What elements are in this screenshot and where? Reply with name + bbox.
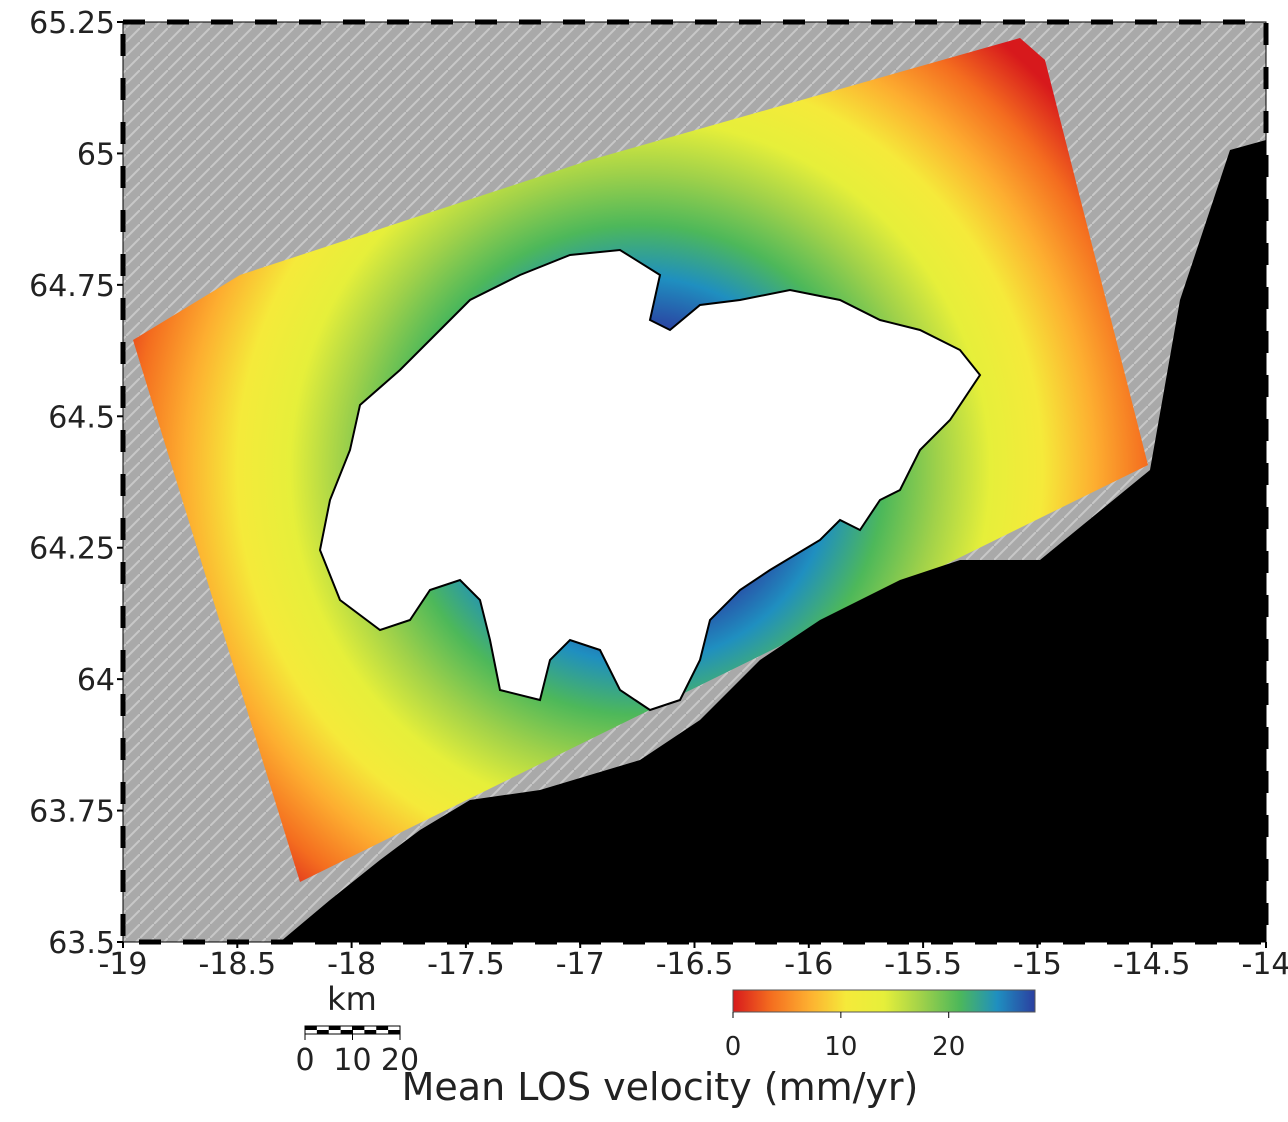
- y-tick-label: 63.75: [29, 795, 115, 830]
- x-tick-label: -16: [784, 947, 833, 982]
- scalebar-tick-label: 0: [295, 1043, 314, 1078]
- scalebar-segment: [388, 1030, 400, 1034]
- y-tick-label: 63.5: [48, 926, 115, 961]
- x-tick-label: -14: [1242, 947, 1288, 982]
- y-tick-label: 64: [77, 663, 115, 698]
- colorbar-tick-label: 0: [725, 1032, 742, 1062]
- scalebar-unit: km: [327, 980, 377, 1018]
- scalebar-segment: [353, 1026, 365, 1030]
- colorbar: [733, 990, 1035, 1012]
- x-tick-label: -17.5: [427, 947, 505, 982]
- y-tick-label: 65: [77, 137, 115, 172]
- scalebar-segment: [305, 1026, 317, 1030]
- colorbar-tick-label: 10: [824, 1032, 857, 1062]
- y-tick-label: 64.5: [48, 400, 115, 435]
- x-tick-label: -16.5: [656, 947, 734, 982]
- x-tick-label: -18: [327, 947, 376, 982]
- colorbar-label: Mean LOS velocity (mm/yr): [402, 1065, 919, 1109]
- scalebar-segment: [329, 1026, 341, 1030]
- scalebar-segment: [376, 1026, 388, 1030]
- map-area: [123, 22, 1266, 942]
- colorbar-tick-label: 20: [932, 1032, 965, 1062]
- scalebar-segment: [317, 1030, 329, 1034]
- scalebar-tick-label: 10: [333, 1043, 371, 1078]
- x-tick-label: -17: [556, 947, 605, 982]
- x-tick-label: -15.5: [884, 947, 962, 982]
- y-tick-label: 64.25: [29, 532, 115, 567]
- y-tick-label: 65.25: [29, 6, 115, 41]
- scalebar-segment: [364, 1030, 376, 1034]
- y-tick-label: 64.75: [29, 269, 115, 304]
- scalebar-tick-label: 20: [381, 1043, 419, 1078]
- x-tick-label: -18.5: [198, 947, 276, 982]
- scalebar-segment: [341, 1030, 353, 1034]
- x-tick-label: -15: [1013, 947, 1062, 982]
- x-tick-label: -14.5: [1113, 947, 1191, 982]
